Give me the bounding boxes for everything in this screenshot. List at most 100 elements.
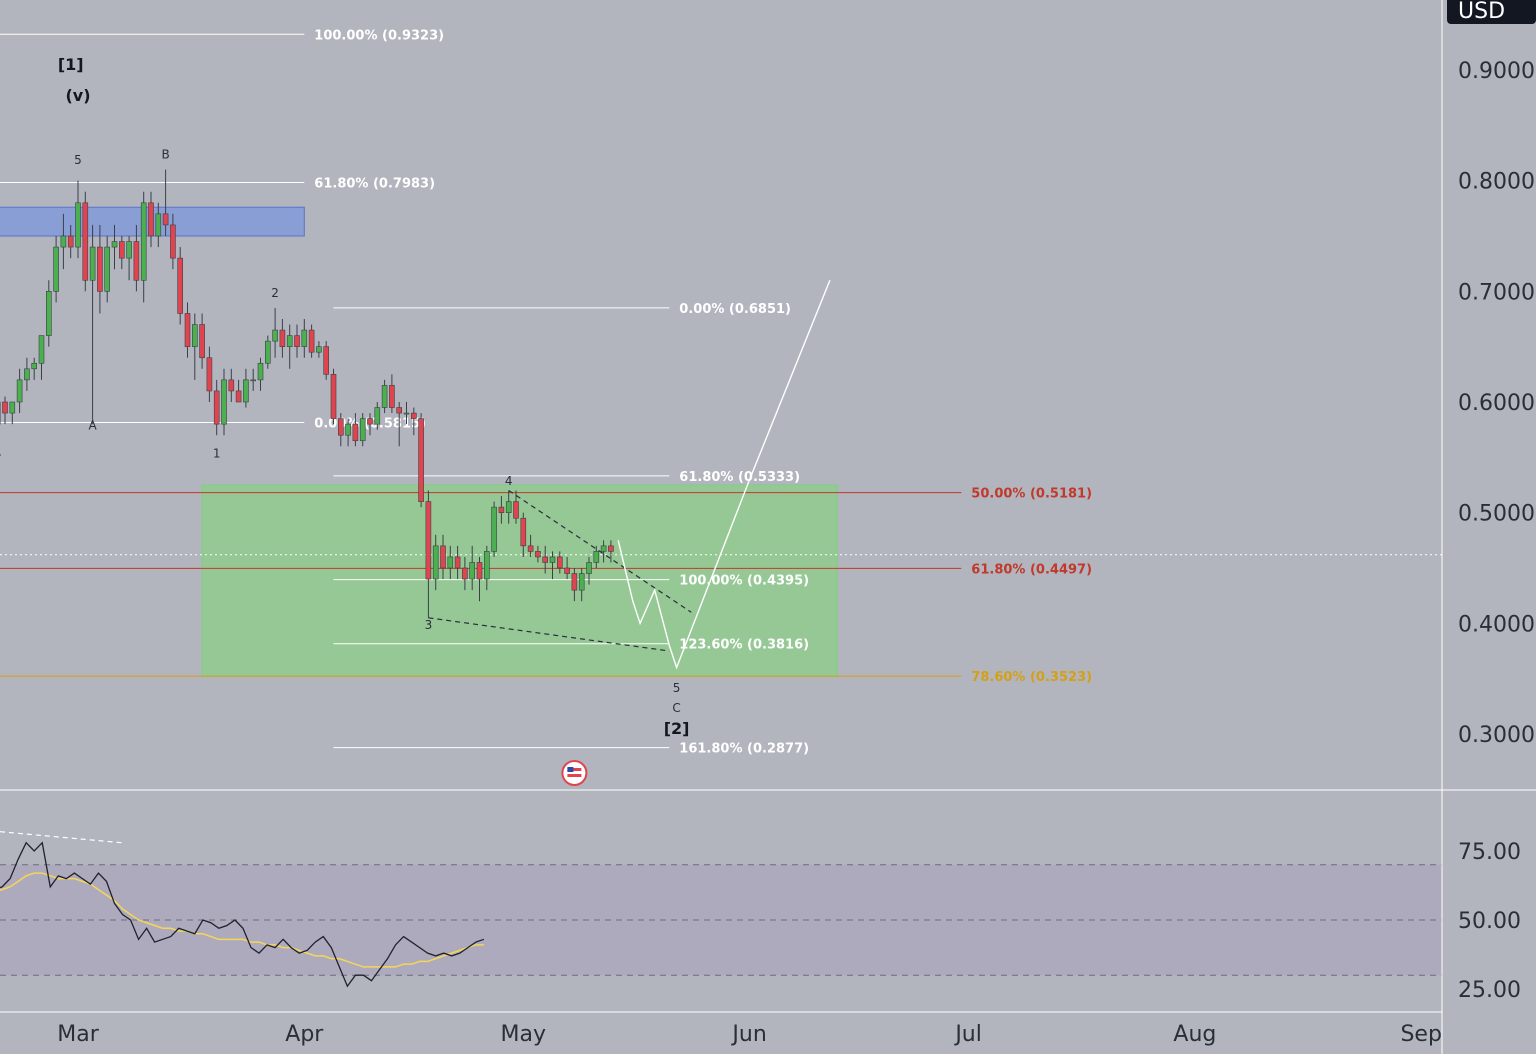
candle-body <box>184 313 191 347</box>
candle-body <box>476 562 483 580</box>
wave-label: B <box>161 148 169 162</box>
candle-body <box>469 562 476 580</box>
candle-body <box>213 390 220 425</box>
candle-body <box>586 562 592 574</box>
candle-body <box>272 329 278 342</box>
candle-body <box>432 545 439 580</box>
candle-body <box>250 379 256 382</box>
candle-body <box>170 224 176 259</box>
rsi-ma-line <box>0 872 484 968</box>
projection-path <box>617 280 831 670</box>
wave-label: 1 <box>213 446 221 460</box>
wave-label: [1] <box>58 55 84 74</box>
wave-label: 5 <box>74 153 82 167</box>
candle-body <box>133 241 140 281</box>
candle-body <box>549 556 556 563</box>
wedge-lower-line <box>428 617 670 652</box>
wave-label: 4 <box>505 474 513 488</box>
candle-body <box>279 329 286 347</box>
wedge-upper-line <box>508 490 692 613</box>
candle-body <box>89 246 96 281</box>
price-axis-tick: 0.5000 <box>1458 502 1535 527</box>
wave-label: 4 <box>0 446 2 460</box>
price-pane[interactable]: 100.00% (0.9323) 61.80% (0.7983) 0.00% (0.… <box>0 28 1442 786</box>
candle-body <box>352 423 359 442</box>
candle-body <box>67 235 74 248</box>
fib-level-label: 61.80% (0.7983) <box>314 177 435 192</box>
candle-body <box>24 368 30 381</box>
candle-body <box>140 202 147 281</box>
candle-body <box>31 362 38 370</box>
candle-body <box>513 501 519 519</box>
candle-body <box>294 335 300 347</box>
candle-body <box>97 246 103 292</box>
us-flag-canton-icon <box>567 767 574 772</box>
candle-body <box>286 335 293 347</box>
fib-level-label: 78.60% (0.3523) <box>971 670 1092 685</box>
candle-body <box>556 556 563 569</box>
candle-body <box>60 235 67 248</box>
candle-body <box>374 407 381 425</box>
wave-label: A <box>88 419 97 433</box>
candle-body <box>9 401 16 414</box>
fib-level-label: 123.60% (0.3816) <box>679 638 809 653</box>
price-axis-tick: 0.9000 <box>1458 59 1535 84</box>
candle-body <box>221 379 227 425</box>
candle-body <box>403 412 410 415</box>
candle-body <box>410 412 417 419</box>
fib-level-label: 61.80% (0.4497) <box>971 562 1092 577</box>
candle-body <box>527 545 534 552</box>
fib-level-label: 61.80% (0.5333) <box>679 470 800 485</box>
candle-body <box>243 379 249 403</box>
time-axis-tick: Mar <box>57 1022 99 1047</box>
candle-body <box>82 202 89 281</box>
candle-body <box>199 324 205 359</box>
candle-body <box>119 241 125 259</box>
fib-level-label: 0.00% (0.6851) <box>679 302 791 317</box>
candle-body <box>418 418 424 502</box>
candle-body <box>75 202 81 248</box>
candle-body <box>16 379 23 403</box>
candle-body <box>308 329 315 353</box>
candle-body <box>564 567 570 574</box>
candle-body <box>148 202 154 237</box>
price-axis-tick: 0.3000 <box>1458 723 1535 748</box>
candle-body <box>454 556 461 569</box>
time-axis-tick: May <box>501 1022 546 1047</box>
us-flag-stripe-icon <box>567 768 582 771</box>
candle-body <box>600 545 607 552</box>
rsi-axis-tick: 25.00 <box>1458 978 1521 1003</box>
candle-body <box>542 556 549 563</box>
candle-body <box>45 291 52 336</box>
fib-level-label: 161.80% (0.2877) <box>679 742 809 757</box>
candle-body <box>367 418 373 425</box>
currency-label: USD <box>1458 0 1505 24</box>
price-axis-tick: 0.7000 <box>1458 280 1535 305</box>
candle-body <box>520 517 527 547</box>
candle-body <box>389 385 395 408</box>
candle-body <box>104 246 110 292</box>
candle-body <box>345 423 351 436</box>
candle-body <box>53 246 59 292</box>
wave-label: (v) <box>65 86 90 105</box>
fib-level-label: 100.00% (0.4395) <box>679 574 809 589</box>
candle-body <box>535 551 541 558</box>
candle-body <box>155 213 162 237</box>
candle-body <box>571 573 578 591</box>
candle-body <box>578 573 585 591</box>
wave-label: C <box>672 701 680 715</box>
time-axis-tick: Sep <box>1400 1022 1441 1047</box>
candle-body <box>396 407 403 414</box>
candle-body <box>330 374 337 419</box>
candle-body <box>498 506 505 513</box>
price-axis-tick: 0.4000 <box>1458 612 1535 637</box>
candle-body <box>206 357 213 392</box>
candle-body <box>177 257 183 314</box>
rsi-pane[interactable] <box>0 831 1442 988</box>
candle-body <box>440 545 446 569</box>
candle-body <box>505 501 512 513</box>
time-axis-tick: Apr <box>285 1022 324 1047</box>
